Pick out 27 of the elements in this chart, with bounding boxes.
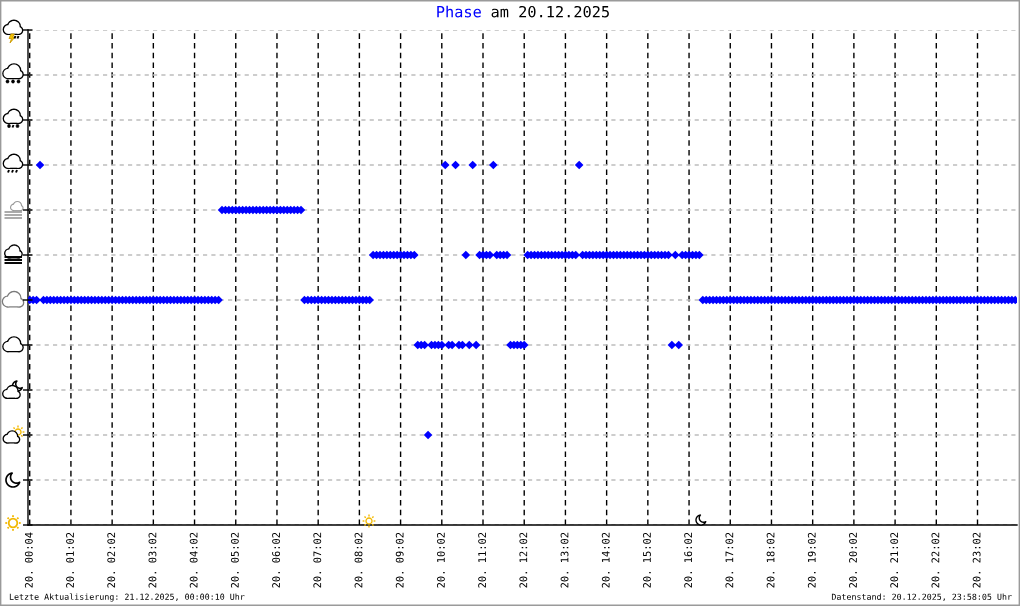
- x-tick-label: 20. 08:02: [354, 532, 363, 588]
- x-tick-label: 20. 19:02: [807, 532, 816, 588]
- x-tick-label: 20. 00:04: [24, 532, 33, 588]
- x-tick-label: 20. 23:02: [972, 532, 981, 588]
- x-tick-label: 20. 01:02: [66, 532, 74, 588]
- text: Datenstand: 20.12.2025, 23:58:05 Uhr: [831, 593, 1012, 601]
- x-tick-label: 20. 11:02: [478, 532, 487, 588]
- x-tick-label: 20. 21:02: [890, 532, 899, 588]
- x-tick-label: 20. 18:02: [766, 532, 775, 588]
- x-tick-label: 20. 05:02: [230, 532, 239, 588]
- text: Letzte Aktualisierung: 21.12.2025, 00:00:10 Uhr: [9, 593, 245, 602]
- x-tick-label: 20. 17:02: [725, 532, 734, 588]
- x-tick-label: 20. 03:02: [148, 532, 157, 588]
- x-tick-label: 20. 10:02: [436, 532, 445, 588]
- x-tick-label: 20. 02:02: [107, 532, 116, 588]
- x-tick-label: 20. 16:02: [684, 532, 693, 588]
- x-tick-label: 20. 14:02: [601, 532, 610, 588]
- x-tick-label: 20. 12:02: [519, 532, 528, 588]
- x-tick-label: 20. 09:02: [395, 532, 404, 588]
- x-tick-label: 20. 07:02: [313, 532, 322, 588]
- chart-title: Phase am 20.12.2025: [437, 5, 609, 18]
- x-tick-label: 20. 20:02: [849, 532, 857, 588]
- x-tick-label: 20. 06:02: [272, 532, 281, 588]
- x-tick-label: 20. 04:02: [189, 532, 198, 588]
- x-tick-label: 20. 13:02: [560, 532, 569, 588]
- x-tick-label: 20. 22:02: [931, 532, 940, 588]
- x-tick-label: 20. 15:02: [643, 532, 651, 588]
